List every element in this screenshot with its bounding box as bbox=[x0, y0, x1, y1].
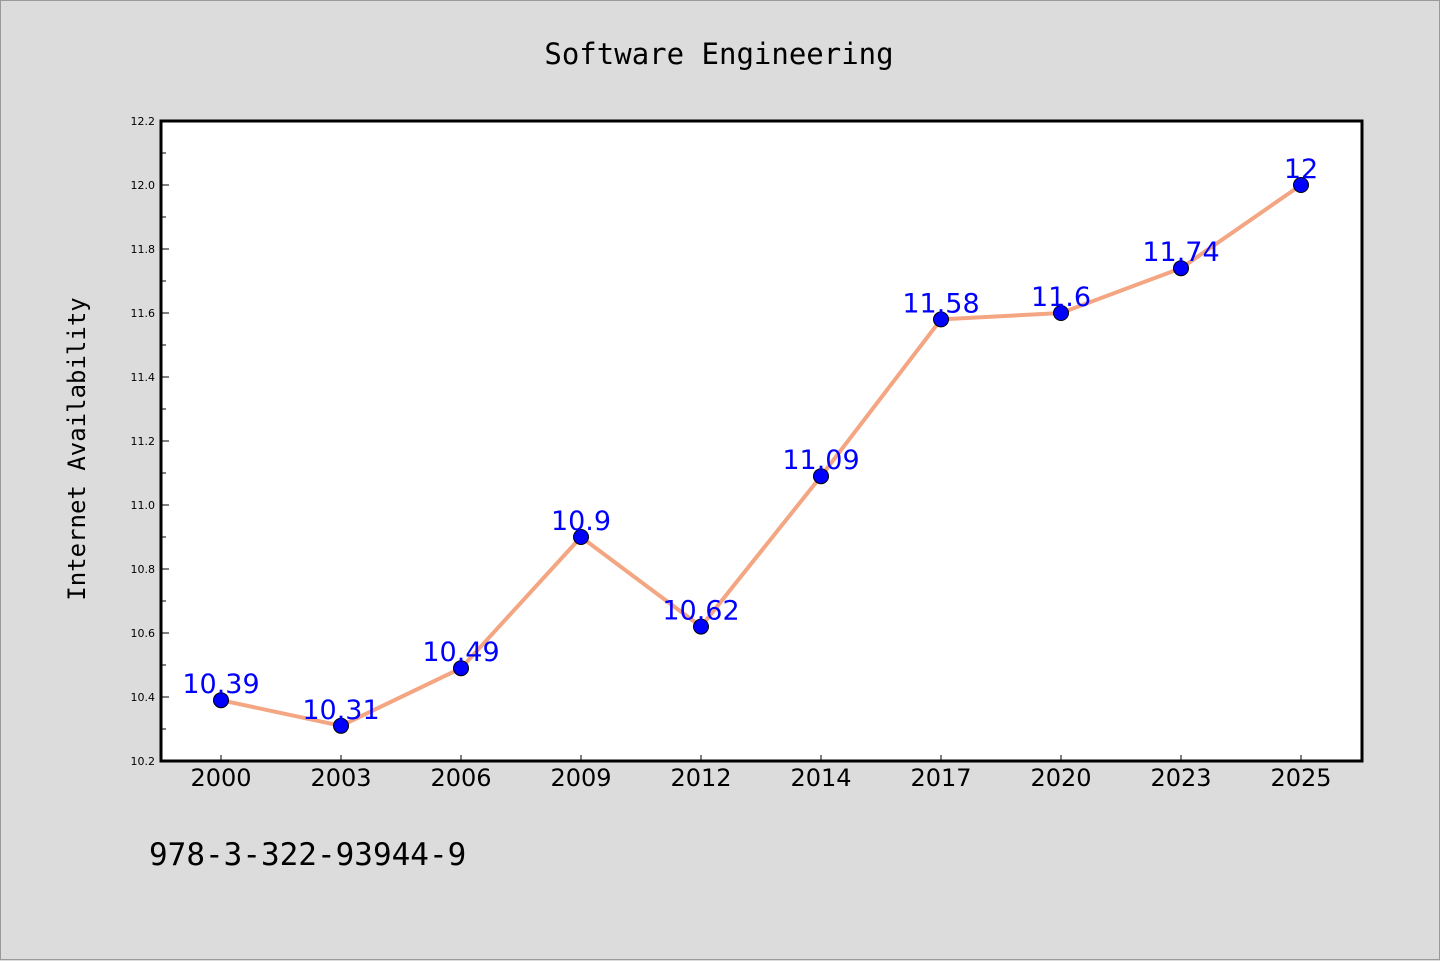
y-axis: 10.2 10.4 10.6 10.8 11.0 11.2 11.4 11.6 11.8 12.0… bbox=[131, 115, 169, 768]
y-tick-label: 11.8 bbox=[131, 243, 156, 256]
data-label: 10.39 bbox=[182, 669, 259, 700]
data-point bbox=[573, 529, 589, 545]
y-axis-label: Internet Availability bbox=[63, 297, 91, 600]
data-label: 12 bbox=[1284, 154, 1318, 185]
data-label: 10.31 bbox=[302, 695, 379, 726]
data-label: 10.62 bbox=[662, 596, 739, 627]
data-point bbox=[333, 717, 349, 734]
x-tick-label: 2003 bbox=[310, 764, 371, 792]
series-layer: 10.39 10.31 10.49 10.9 10.62 11.09 11.58 11.6 11… bbox=[182, 154, 1318, 734]
x-axis: 2000 2003 2006 2009 2012 2014 2017 2020 2023 2025 bbox=[190, 755, 1332, 792]
y-tick-label: 10.6 bbox=[131, 627, 156, 640]
series-line bbox=[219, 183, 1303, 728]
y-tick-label: 10.8 bbox=[131, 563, 156, 576]
x-tick-label: 2017 bbox=[910, 764, 971, 792]
data-label: 10.9 bbox=[551, 506, 611, 537]
y-tick-label: 11.0 bbox=[131, 499, 156, 512]
x-tick-label: 2000 bbox=[190, 764, 251, 792]
y-tick-label: 11.6 bbox=[131, 307, 156, 320]
data-point bbox=[1053, 305, 1069, 321]
data-point bbox=[933, 311, 949, 328]
data-label: 10.49 bbox=[422, 637, 499, 668]
data-point bbox=[453, 660, 469, 677]
x-tick-label: 2009 bbox=[550, 764, 611, 792]
data-point bbox=[693, 618, 709, 635]
y-tick-label: 10.4 bbox=[131, 691, 156, 704]
y-tick-label: 12.0 bbox=[131, 179, 156, 192]
data-label: 11.09 bbox=[782, 445, 859, 476]
data-point bbox=[213, 692, 229, 709]
data-label: 11.6 bbox=[1031, 282, 1091, 313]
x-tick-label: 2025 bbox=[1270, 764, 1331, 792]
data-label: 11.58 bbox=[902, 288, 979, 319]
chart-title: Software Engineering bbox=[544, 37, 893, 71]
y-tick-label: 12.2 bbox=[131, 115, 156, 128]
plot-area bbox=[159, 119, 1364, 763]
y-tick-label: 10.2 bbox=[131, 755, 156, 768]
data-label: 11.74 bbox=[1142, 237, 1219, 268]
x-tick-label: 2006 bbox=[430, 764, 491, 792]
y-tick-label: 11.2 bbox=[131, 435, 156, 448]
data-point bbox=[813, 468, 829, 485]
x-tick-label: 2020 bbox=[1030, 764, 1091, 792]
y-tick-label: 11.4 bbox=[131, 371, 156, 384]
isbn-text: 978-3-322-93944-9 bbox=[149, 837, 466, 873]
x-tick-label: 2014 bbox=[790, 764, 851, 792]
data-point bbox=[1173, 260, 1189, 277]
x-tick-label: 2012 bbox=[670, 764, 731, 792]
data-point bbox=[1293, 177, 1309, 193]
x-tick-label: 2023 bbox=[1150, 764, 1211, 792]
